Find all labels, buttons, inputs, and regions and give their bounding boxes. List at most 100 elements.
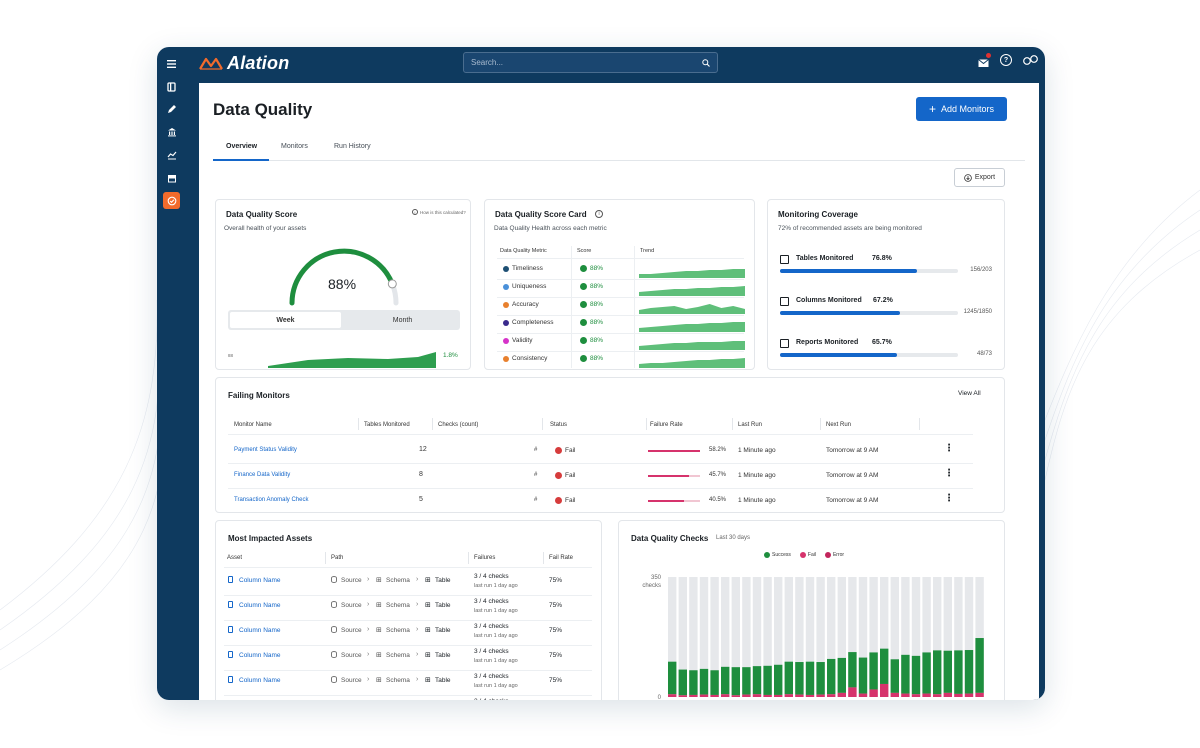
check-circle-icon xyxy=(580,355,587,362)
tab-monitors[interactable]: Monitors xyxy=(281,143,308,150)
trend-sparkline xyxy=(639,269,745,278)
column-divider xyxy=(543,552,544,564)
coverage-count: 156/203 xyxy=(970,267,992,273)
chevron-right-icon: › xyxy=(416,601,419,608)
bar-fail xyxy=(752,694,762,697)
analytics-icon[interactable] xyxy=(163,146,180,163)
coverage-pct: 65.7% xyxy=(872,339,892,346)
path-schema: Schema xyxy=(386,602,410,609)
score-value: 88% xyxy=(328,276,357,292)
legend-swatch xyxy=(824,552,831,558)
bar-background xyxy=(752,577,762,697)
bar-success xyxy=(774,664,783,695)
bar-success xyxy=(742,667,751,695)
export-button[interactable]: Export xyxy=(954,168,1005,187)
toggle-month[interactable]: Month xyxy=(392,316,413,324)
catalog-icon[interactable] xyxy=(163,78,180,95)
path-source: Source xyxy=(341,602,362,609)
tab-overview[interactable]: Overview xyxy=(226,143,258,150)
divider xyxy=(497,333,744,334)
alation-logo[interactable]: Alation xyxy=(198,53,289,74)
failures-last-run: last run 1 day ago xyxy=(474,633,518,639)
asset-link[interactable]: Column Name xyxy=(239,577,281,584)
asset-link[interactable]: Column Name xyxy=(239,652,281,659)
download-icon xyxy=(964,173,972,182)
global-search[interactable] xyxy=(463,52,718,73)
bar-fail xyxy=(964,693,974,697)
metric-color-dot xyxy=(503,320,509,326)
bar-background xyxy=(933,577,942,697)
checks-count: # xyxy=(534,497,538,503)
tab-run-history[interactable]: Run History xyxy=(334,143,371,150)
gauge-knob xyxy=(387,279,397,289)
fail-alert-icon xyxy=(555,447,562,454)
legend-label: Fail xyxy=(807,552,816,558)
bar-success xyxy=(710,670,719,695)
trend-area xyxy=(639,304,745,314)
chevron-right-icon: › xyxy=(367,651,370,658)
help-icon[interactable]: ? xyxy=(1000,54,1012,66)
bar-background xyxy=(710,577,719,697)
mail-icon[interactable] xyxy=(978,53,991,67)
asset-link[interactable]: Column Name xyxy=(239,602,281,609)
bar-background xyxy=(869,577,878,697)
more-options-icon[interactable]: ⋮ xyxy=(944,468,954,479)
card-subtitle: 72% of recommended assets are being moni… xyxy=(778,225,922,232)
divider xyxy=(224,670,592,671)
column-icon xyxy=(228,676,233,683)
alation-logo-mark-icon xyxy=(199,57,223,70)
legend-item: Success xyxy=(764,552,791,558)
bar-background xyxy=(774,577,783,697)
column-divider xyxy=(468,552,469,564)
bar-background xyxy=(795,577,804,697)
how-calculated-link[interactable]: i How is this calculated? xyxy=(412,209,466,215)
asset-link[interactable]: Column Name xyxy=(239,677,281,684)
add-monitors-button[interactable]: + Add Monitors xyxy=(916,97,1007,121)
bar-background xyxy=(922,577,931,697)
more-options-icon[interactable]: ⋮ xyxy=(944,443,954,454)
checks-count: # xyxy=(534,472,538,478)
chevron-right-icon: › xyxy=(367,626,370,633)
pen-icon[interactable] xyxy=(163,100,180,117)
metric-score: 88% xyxy=(590,319,604,326)
divider xyxy=(497,297,744,298)
monitor-name-link[interactable]: Payment Status Validity xyxy=(234,447,297,453)
divider xyxy=(224,567,592,568)
column-icon xyxy=(228,626,233,633)
bar-fail xyxy=(678,695,687,697)
asset-link[interactable]: Column Name xyxy=(239,627,281,634)
col-score: Score xyxy=(577,248,592,254)
schema-icon: ⊞ xyxy=(376,652,382,659)
monitor-name-link[interactable]: Transaction Anomaly Check xyxy=(234,497,309,503)
metric-name: Accuracy xyxy=(512,301,539,308)
more-options-icon[interactable]: ⋮ xyxy=(944,493,954,504)
column-divider xyxy=(325,552,326,564)
bar-success xyxy=(954,650,963,694)
account-link-icon[interactable] xyxy=(1022,54,1040,66)
schema-icon: ⊞ xyxy=(376,627,382,634)
bar-background xyxy=(837,577,846,697)
storefront-icon[interactable] xyxy=(163,169,180,186)
search-icon[interactable] xyxy=(702,58,710,67)
col-metric: Data Quality Metric xyxy=(500,248,547,254)
fail-rate: 75% xyxy=(549,577,563,584)
search-input[interactable] xyxy=(471,58,702,67)
bar-background xyxy=(784,577,793,697)
page-title: Data Quality xyxy=(213,100,313,119)
fail-alert-icon xyxy=(555,497,562,504)
menu-icon[interactable] xyxy=(163,55,180,72)
bank-icon[interactable] xyxy=(163,123,180,140)
view-all-link[interactable]: View All xyxy=(958,390,981,397)
failure-rate-fill xyxy=(648,475,689,477)
data-quality-icon[interactable] xyxy=(163,192,180,209)
divider xyxy=(228,434,973,435)
trend-area xyxy=(639,269,745,278)
monitor-name-link[interactable]: Finance Data Validity xyxy=(234,472,291,478)
legend-label: Success xyxy=(772,552,791,558)
fail-rate: 75% xyxy=(549,627,563,634)
toggle-week[interactable]: Week xyxy=(230,312,341,328)
metric-score: 88% xyxy=(590,265,604,272)
check-circle-icon xyxy=(580,265,587,272)
info-icon[interactable]: i xyxy=(595,210,603,218)
